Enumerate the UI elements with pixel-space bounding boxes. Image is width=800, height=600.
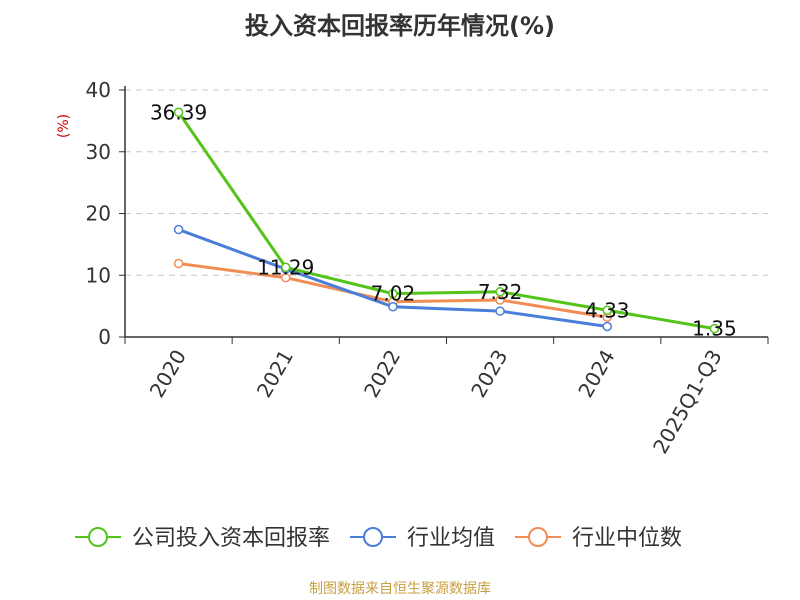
legend-marker [528,527,548,547]
y-tick-label: 20 [86,202,111,226]
x-tick-label: 2024 [573,346,619,402]
data-point [388,301,398,312]
y-tick-label: 30 [86,140,111,164]
series-line [177,111,715,331]
data-point [281,262,291,273]
legend-label: 公司投入资本回报率 [132,526,330,551]
data-label: 11.29 [257,255,314,279]
data-point [602,305,612,316]
series-line [178,228,608,328]
data-point [173,258,184,269]
legend-label: 行业中位数 [572,526,682,551]
x-tick-label: 2023 [466,346,512,402]
legend-marker [88,527,108,547]
data-point [173,224,184,235]
data-point [709,323,720,334]
data-point [388,288,398,299]
x-tick-label: 2021 [252,346,298,402]
chart-title: 投入资本回报率历年情况(%) [245,12,555,40]
data-label: 4.33 [585,298,630,322]
data-point [495,306,505,316]
y-tick-label: 0 [98,325,111,349]
data-label: 7.02 [371,282,416,306]
data-label: 1.35 [692,317,737,341]
data-point [495,287,505,297]
y-tick-label: 40 [86,78,111,102]
x-tick-label: 2020 [145,346,191,402]
data-point [173,107,184,118]
data-point [602,321,612,332]
source-note: 制图数据来自恒生聚源数据库 [309,581,491,597]
data-label: 36.39 [150,100,207,124]
legend-marker [363,527,383,547]
x-tick-label: 2022 [359,346,405,402]
data-label: 7.32 [478,280,523,304]
y-tick-label: 10 [86,263,111,287]
y-axis-unit-label: (%) [56,114,72,138]
x-tick-label: 2025Q1-Q3 [648,346,727,458]
legend-label: 行业均值 [407,526,495,551]
